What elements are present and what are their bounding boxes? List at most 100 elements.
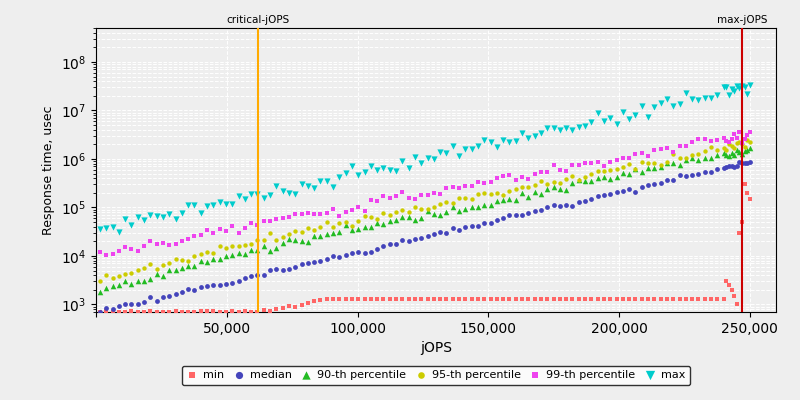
99-th percentile [572,162,585,168]
90-th percentile [692,156,705,163]
95-th percentile [667,151,680,158]
95-th percentile [453,195,466,202]
95-th percentile [402,209,415,215]
90-th percentile [547,184,560,190]
Text: critical-jOPS: critical-jOPS [226,15,290,25]
99-th percentile [743,129,756,135]
90-th percentile [654,164,667,170]
min [219,308,232,315]
min [738,181,751,188]
90-th percentile [194,258,207,264]
min [276,304,289,311]
min [541,296,554,302]
99-th percentile [402,195,415,201]
99-th percentile [415,192,428,198]
95-th percentile [692,151,705,158]
median [661,177,674,183]
95-th percentile [339,218,352,225]
95-th percentile [585,171,598,177]
median [534,207,547,213]
90-th percentile [409,216,422,223]
min [238,308,251,314]
min [94,309,106,315]
99-th percentile [333,212,346,219]
99-th percentile [661,145,674,152]
median [741,160,754,166]
90-th percentile [610,174,623,180]
99-th percentile [610,157,623,164]
99-th percentile [598,163,610,170]
95-th percentile [698,148,711,154]
median [333,254,346,260]
90-th percentile [728,152,741,158]
max [604,115,617,122]
90-th percentile [497,196,510,203]
max [617,109,630,115]
90-th percentile [232,250,245,256]
median [459,224,472,230]
min [698,296,711,302]
max [276,188,289,194]
95-th percentile [276,234,289,240]
90-th percentile [459,205,472,212]
max [238,196,251,202]
min [415,296,428,302]
median [679,172,692,179]
99-th percentile [94,249,106,256]
min [232,309,245,315]
median [642,182,654,189]
min [720,278,733,284]
99-th percentile [617,155,630,162]
max [738,84,751,90]
95-th percentile [728,145,741,151]
max [100,225,113,231]
95-th percentile [522,184,534,190]
min [718,296,730,302]
median [390,241,402,247]
95-th percentile [510,186,522,192]
99-th percentile [497,173,510,180]
95-th percentile [258,237,270,244]
min [157,309,170,315]
95-th percentile [377,210,390,216]
median [308,258,321,265]
min [453,296,466,302]
max [622,116,635,122]
max [516,130,529,137]
X-axis label: jOPS: jOPS [420,341,452,355]
90-th percentile [219,253,232,260]
95-th percentile [100,272,113,278]
99-th percentile [698,135,711,142]
min [591,296,604,302]
median [686,172,698,178]
90-th percentile [534,190,547,197]
max [163,211,176,218]
median [585,196,598,202]
90-th percentile [226,252,238,258]
99-th percentile [365,197,378,204]
95-th percentile [409,204,422,210]
median [648,181,661,188]
90-th percentile [370,219,383,226]
99-th percentile [175,238,188,244]
median [415,235,428,241]
max [679,90,692,96]
90-th percentile [598,174,610,180]
max [510,138,522,144]
99-th percentile [692,136,705,142]
Y-axis label: Response time, usec: Response time, usec [42,105,55,235]
95-th percentile [446,200,459,206]
95-th percentile [434,201,446,208]
90-th percentile [466,204,478,210]
median [510,212,522,219]
95-th percentile [390,208,402,215]
90-th percentile [679,157,692,164]
median [711,166,724,173]
99-th percentile [421,192,434,198]
median [453,227,466,234]
95-th percentile [459,195,472,201]
min [673,296,686,302]
min [560,296,573,302]
max [453,153,466,159]
95-th percentile [642,160,654,166]
